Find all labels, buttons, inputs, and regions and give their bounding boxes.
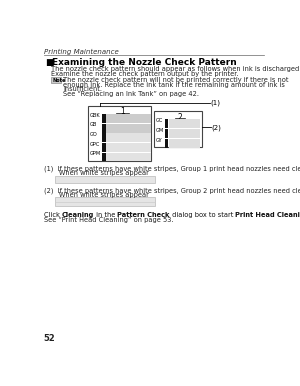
Text: GPC: GPC [90,142,100,147]
Text: The nozzle check pattern will not be printed correctly if there is not: The nozzle check pattern will not be pri… [63,77,289,83]
Text: in the: in the [94,212,118,218]
Text: GY: GY [155,138,162,143]
FancyBboxPatch shape [102,143,106,152]
Text: When white stripes appear: When white stripes appear [44,192,148,198]
Text: Click: Click [44,212,62,218]
FancyBboxPatch shape [106,143,151,152]
FancyBboxPatch shape [102,152,106,161]
Text: When white stripes appear: When white stripes appear [44,170,148,176]
Text: Examine the nozzle check pattern output by the printer.: Examine the nozzle check pattern output … [52,71,239,77]
Text: Print Head Cleaning: Print Head Cleaning [235,212,300,218]
Text: Examining the Nozzle Check Pattern: Examining the Nozzle Check Pattern [52,58,237,67]
FancyBboxPatch shape [102,133,106,142]
Text: GPM: GPM [90,151,101,156]
Text: Printing Maintenance: Printing Maintenance [44,49,118,55]
FancyBboxPatch shape [106,133,151,142]
Text: 1: 1 [121,107,125,116]
FancyBboxPatch shape [169,120,200,128]
Text: 2: 2 [178,113,183,122]
Text: (1): (1) [210,99,220,106]
FancyBboxPatch shape [165,120,169,128]
FancyBboxPatch shape [169,139,200,148]
FancyBboxPatch shape [102,124,106,132]
Text: Note: Note [52,78,66,83]
FancyBboxPatch shape [165,129,169,138]
Text: Pattern Check: Pattern Check [118,212,170,218]
FancyBboxPatch shape [154,111,202,147]
Text: See “Replacing an Ink Tank” on page 42.: See “Replacing an Ink Tank” on page 42. [63,91,199,97]
Text: The nozzle check pattern should appear as follows when ink is discharged properl: The nozzle check pattern should appear a… [52,66,300,72]
Text: insufficient.: insufficient. [63,86,102,92]
Text: GB: GB [90,122,98,127]
Text: GC: GC [155,118,163,123]
FancyBboxPatch shape [52,77,61,83]
FancyBboxPatch shape [165,139,169,148]
Text: See “Print Head Cleaning” on page 53.: See “Print Head Cleaning” on page 53. [44,217,173,223]
FancyBboxPatch shape [169,129,200,138]
FancyBboxPatch shape [106,152,151,161]
FancyBboxPatch shape [102,114,106,123]
Text: Cleaning: Cleaning [62,212,94,218]
Text: GM: GM [155,128,164,133]
Text: GO: GO [90,132,98,137]
Text: dialog box to start: dialog box to start [170,212,235,218]
FancyBboxPatch shape [55,197,155,207]
FancyBboxPatch shape [106,124,151,132]
Text: 52: 52 [44,334,56,343]
FancyBboxPatch shape [106,114,151,123]
Text: (2): (2) [212,124,222,130]
FancyBboxPatch shape [55,176,155,183]
FancyBboxPatch shape [88,106,152,161]
Text: (2)  If these patterns have white stripes, Group 2 print head nozzles need clean: (2) If these patterns have white stripes… [44,187,300,194]
Text: ■: ■ [45,58,54,67]
Text: enough ink. Replace the ink tank if the remaining amount of ink is: enough ink. Replace the ink tank if the … [63,82,285,88]
Text: GBK: GBK [90,113,101,118]
Text: (1)  If these patterns have white stripes, Group 1 print head nozzles need clean: (1) If these patterns have white stripes… [44,166,300,172]
